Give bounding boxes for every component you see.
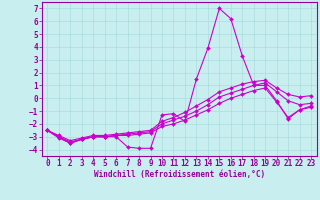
X-axis label: Windchill (Refroidissement éolien,°C): Windchill (Refroidissement éolien,°C) <box>94 170 265 179</box>
